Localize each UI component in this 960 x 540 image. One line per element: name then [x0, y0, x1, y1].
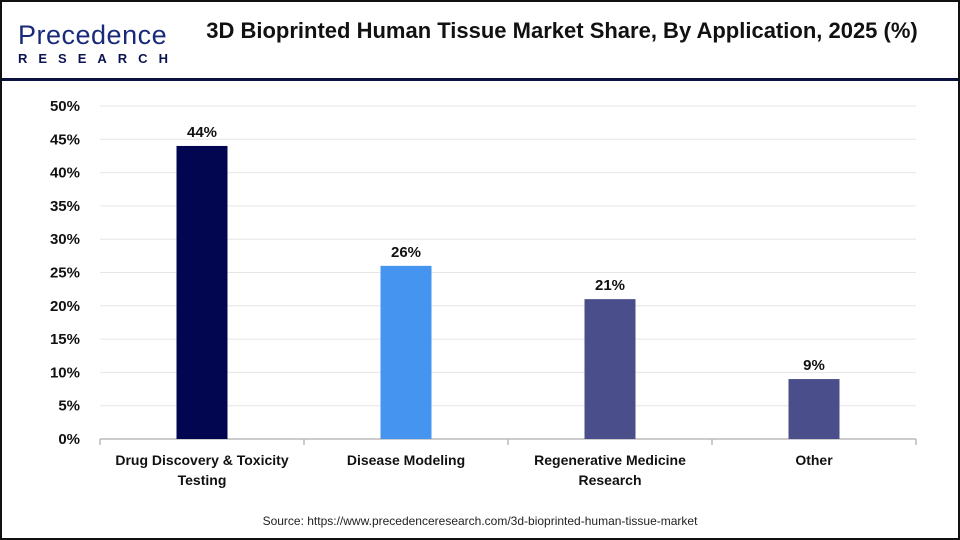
logo-line1: Precedence — [18, 20, 168, 50]
y-tick-label: 35% — [50, 198, 80, 215]
data-label: 44% — [187, 124, 217, 141]
data-label: 21% — [595, 277, 625, 294]
y-tick-label: 30% — [50, 231, 80, 248]
data-label: 26% — [391, 244, 421, 261]
header-divider — [2, 78, 958, 81]
y-tick-label: 5% — [58, 398, 80, 415]
x-tick-label: Drug Discovery & Toxicity — [115, 452, 288, 468]
y-tick-label: 10% — [50, 364, 80, 381]
bar — [584, 299, 636, 439]
data-label: 9% — [803, 357, 825, 374]
y-tick-label: 15% — [50, 331, 80, 348]
precedence-research-logo: Precedence RESEARCH — [18, 20, 179, 67]
x-tick-label: Disease Modeling — [347, 452, 465, 468]
logo-line2: RESEARCH — [18, 51, 179, 66]
bar — [380, 265, 432, 439]
y-tick-label: 0% — [58, 431, 80, 448]
bar — [788, 379, 840, 439]
y-tick-label: 20% — [50, 298, 80, 315]
x-tick-label: Testing — [178, 472, 227, 488]
bar — [176, 145, 228, 439]
chart-title: 3D Bioprinted Human Tissue Market Share,… — [206, 18, 918, 43]
source-text: Source: https://www.precedenceresearch.c… — [262, 514, 698, 528]
y-tick-label: 50% — [50, 98, 80, 115]
x-tick-label: Regenerative Medicine — [534, 452, 686, 468]
y-tick-label: 40% — [50, 165, 80, 182]
x-tick-label: Other — [795, 452, 833, 468]
y-tick-label: 25% — [50, 265, 80, 282]
x-tick-label: Research — [578, 472, 641, 488]
y-tick-label: 45% — [50, 131, 80, 148]
